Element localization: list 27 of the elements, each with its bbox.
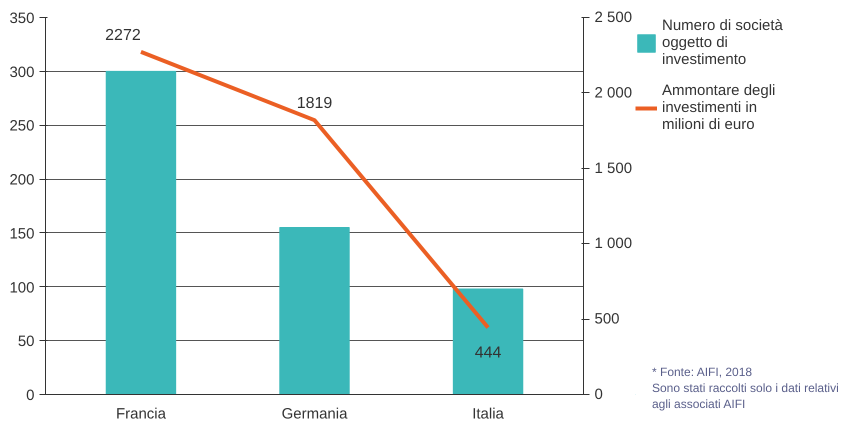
y-tick-label: 150 xyxy=(9,225,35,242)
text: Sono stati raccolti solo i dati relativi agli associati AIFI xyxy=(652,381,839,411)
y2-tick-label: 500 xyxy=(594,310,620,328)
bar xyxy=(452,288,524,394)
bar xyxy=(106,70,176,394)
bar xyxy=(279,227,350,394)
y-tick-label: 200 xyxy=(9,172,35,189)
y-tick-label: 300 xyxy=(9,64,35,81)
x-tick-label: Italia xyxy=(472,406,505,422)
y-tick-label: 50 xyxy=(18,333,35,350)
data-label: 444 xyxy=(474,344,502,362)
data-label: 1819 xyxy=(296,95,332,112)
text: * Fonte: AIFI, 2018 xyxy=(652,365,752,379)
legend-label: Numero di società oggetto di investimento xyxy=(662,17,783,68)
x-tick-label: Germania xyxy=(282,406,348,422)
data-label: 2272 xyxy=(105,26,141,44)
y-tick-label: 250 xyxy=(9,118,35,135)
y2-tick-label: 1 500 xyxy=(594,160,632,177)
y2-tick-label: 0 xyxy=(594,386,603,403)
y-tick-label: 100 xyxy=(9,279,35,296)
y2-tick-label: 1 000 xyxy=(594,235,632,252)
x-tick-label: Francia xyxy=(116,406,167,422)
legend-label: Ammontare degli investimenti in milioni di euro xyxy=(662,82,776,133)
y-tick-label: 350 xyxy=(9,10,35,27)
y2-tick-label: 2 000 xyxy=(594,84,632,102)
y-tick-label: 0 xyxy=(26,387,34,404)
y2-tick-label: 2 500 xyxy=(594,9,632,26)
